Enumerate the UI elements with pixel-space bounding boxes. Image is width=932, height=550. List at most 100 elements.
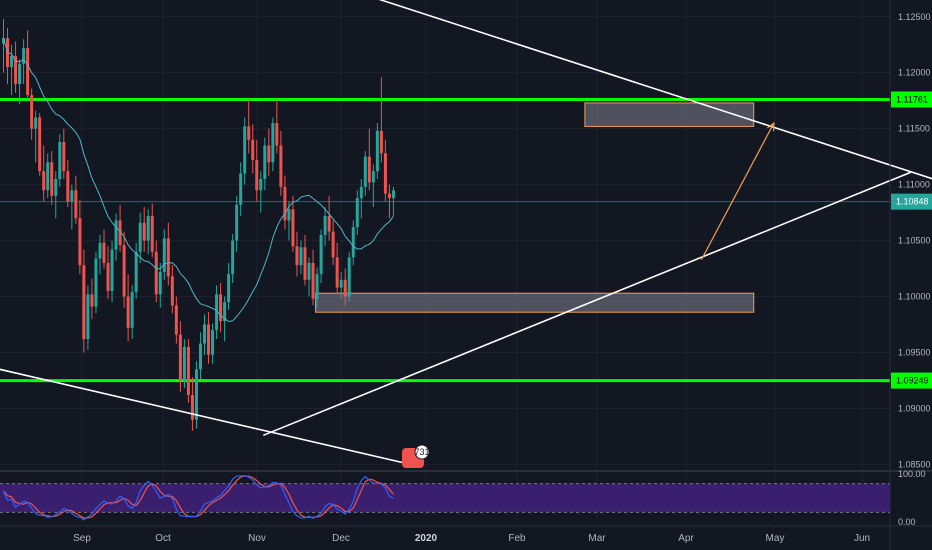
candle-body <box>182 346 186 381</box>
candle-body <box>227 274 231 303</box>
candle-body <box>94 258 98 307</box>
candle-body <box>62 142 66 172</box>
price-axis[interactable]: 1.12500 1.12000 1.11500 1.11000 1.10500 1.100… <box>898 12 931 527</box>
candle-body <box>82 265 86 340</box>
candle-body <box>359 186 363 199</box>
candle-body <box>34 117 38 129</box>
trendlines <box>0 0 932 468</box>
candle-body <box>371 171 375 183</box>
candle-body <box>86 294 90 340</box>
x-tick-label: Apr <box>678 533 694 544</box>
price-label-text: 1.09249 <box>896 376 929 386</box>
candle-body <box>162 238 166 272</box>
candle-body <box>122 245 126 297</box>
candle-body <box>207 324 211 355</box>
y-tick-label: 1.10500 <box>898 236 931 246</box>
y-tick-label: 1.11500 <box>898 124 930 134</box>
candle-body <box>78 218 82 266</box>
candle-body <box>170 276 174 306</box>
candle-body <box>299 247 303 266</box>
candles <box>2 19 395 431</box>
x-tick-label: Feb <box>508 533 526 544</box>
price-label-text: 1.10848 <box>896 197 929 207</box>
candle-body <box>58 142 62 180</box>
candle-body <box>42 171 46 191</box>
candle-body <box>235 204 239 241</box>
candle-body <box>110 249 114 291</box>
candle-body <box>194 369 198 420</box>
candle-body <box>70 190 74 202</box>
candle-body <box>50 162 54 196</box>
candle-body <box>154 251 158 295</box>
candle-body <box>291 209 295 247</box>
stoch-k-line <box>2 475 394 521</box>
trendline[interactable] <box>243 0 932 366</box>
candle-body <box>114 220 118 250</box>
y-tick-label: 1.09500 <box>898 348 931 358</box>
projection-arrow <box>700 121 775 260</box>
event-badge[interactable]: 731 <box>402 444 430 468</box>
candle-body <box>150 215 154 252</box>
candle-body <box>66 171 70 202</box>
candle-body <box>271 123 275 163</box>
trendline[interactable] <box>0 367 421 468</box>
candle-body <box>158 271 162 295</box>
candle-body <box>351 227 355 258</box>
candle-body <box>259 179 263 191</box>
x-tick-label: 2020 <box>415 533 438 544</box>
y-tick-label: 1.12500 <box>898 12 931 22</box>
candle-body <box>142 222 146 241</box>
candle-body <box>26 48 30 96</box>
candle-body <box>203 324 206 344</box>
candle-body <box>375 130 379 172</box>
candle-body <box>74 190 78 219</box>
candle-body <box>219 294 223 322</box>
arrow-shaft[interactable] <box>700 122 775 260</box>
trendline[interactable] <box>262 171 911 437</box>
stochastic-lines <box>2 475 394 521</box>
zone-rect[interactable] <box>315 292 755 313</box>
candle-body <box>267 145 271 163</box>
candle-body <box>223 302 227 322</box>
candle-body <box>166 238 170 277</box>
stoch-band-fill <box>0 483 890 513</box>
candle-body <box>275 123 279 146</box>
price-label-box <box>891 91 932 108</box>
y-tick-label: 1.10000 <box>898 292 931 302</box>
candle-body <box>2 38 5 44</box>
stoch-tick-label: 100.00 <box>898 469 926 479</box>
candle-body <box>387 193 391 199</box>
candle-body <box>319 235 323 275</box>
price-label-text: 1.11761 <box>896 94 928 104</box>
badge-circle <box>414 444 430 460</box>
candle-body <box>30 95 34 129</box>
zone-rect[interactable] <box>584 102 755 127</box>
candle-body <box>146 215 150 241</box>
candle-body <box>347 257 351 297</box>
candle-body <box>383 153 387 194</box>
candle-body <box>130 292 134 328</box>
candle-body <box>295 246 299 266</box>
time-axis[interactable]: Sep Oct Nov Dec 2020 Feb Mar Apr May Jun <box>73 533 870 544</box>
candle-body <box>231 240 235 275</box>
candle-body <box>335 257 339 288</box>
candle-body <box>391 190 395 199</box>
x-tick-label: Mar <box>588 533 606 544</box>
candle-body <box>279 145 283 187</box>
candle-body <box>198 343 202 370</box>
candle-body <box>311 262 315 299</box>
candle-body <box>98 242 102 259</box>
candle-body <box>46 162 50 191</box>
candle-body <box>90 294 94 307</box>
candle-body <box>38 117 42 172</box>
candle-body <box>255 160 259 191</box>
candle-body <box>343 279 347 297</box>
x-tick-label: Dec <box>332 533 350 544</box>
candle-body <box>327 215 331 232</box>
x-tick-label: Oct <box>155 533 171 544</box>
y-tick-label: 1.11000 <box>898 180 930 190</box>
candle-body <box>239 173 243 205</box>
